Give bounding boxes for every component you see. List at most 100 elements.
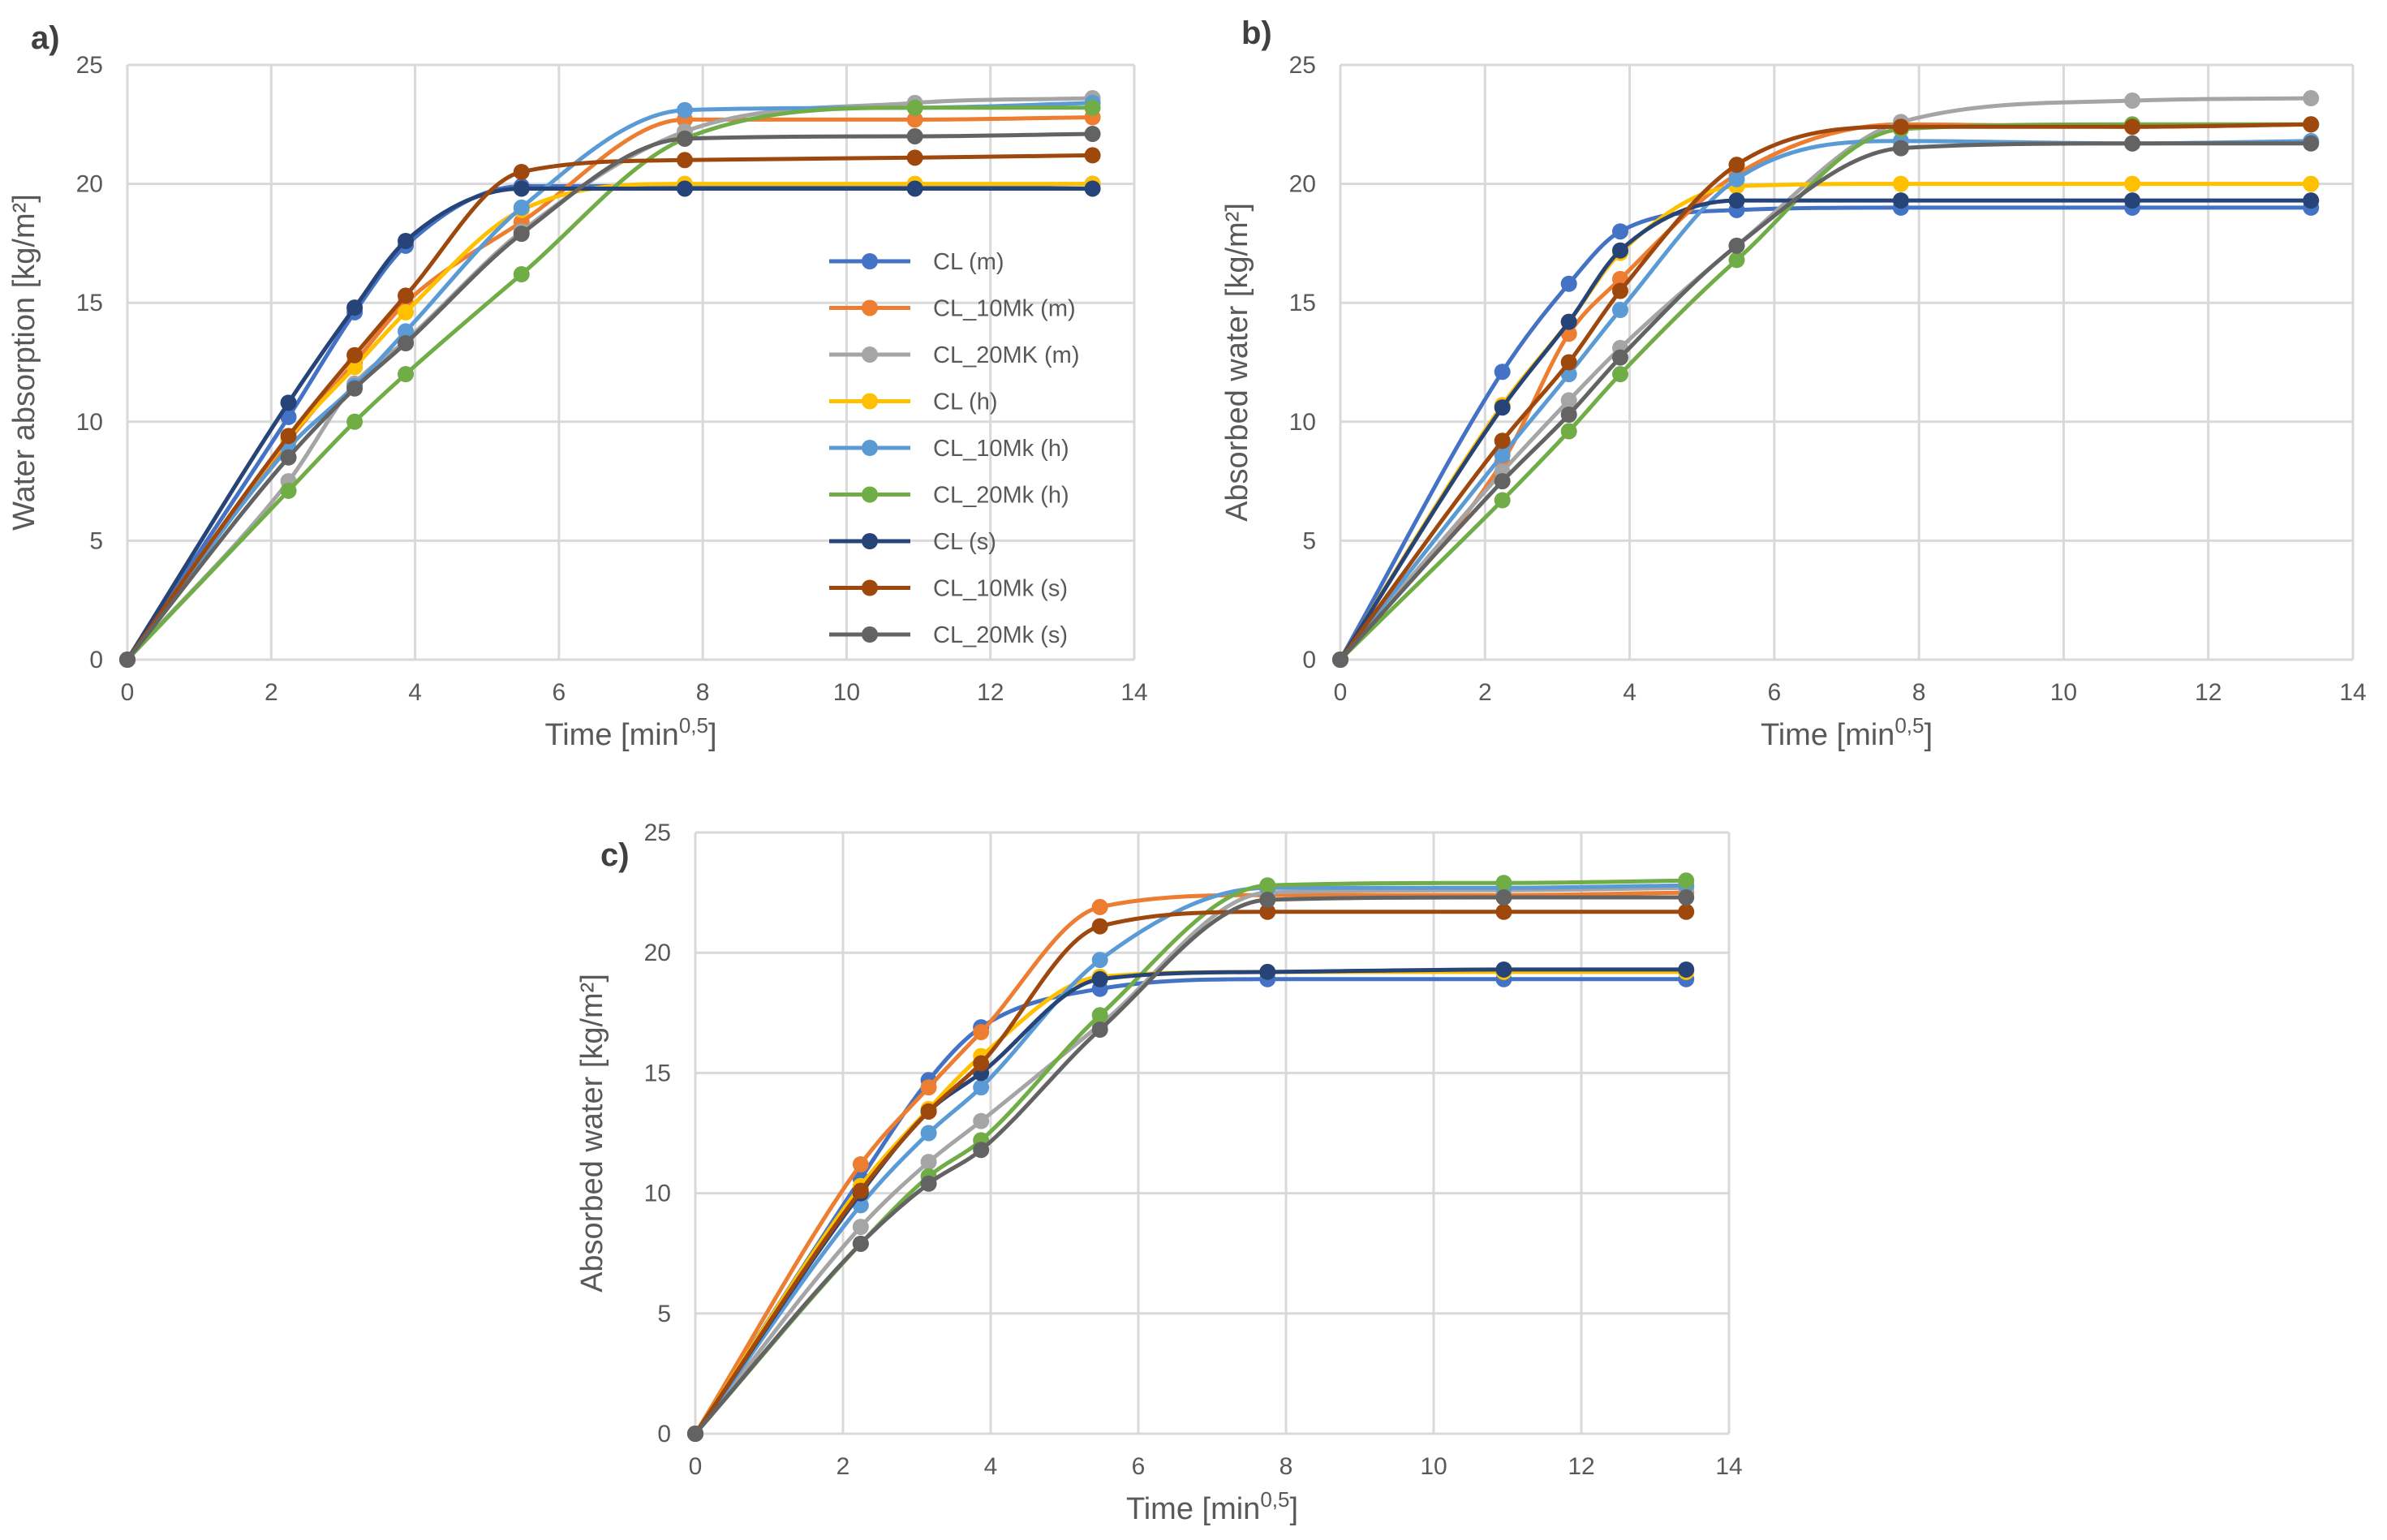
legend-label: CL_20Mk (s): [933, 622, 1068, 648]
data-point: [2303, 175, 2320, 192]
data-point: [2124, 118, 2141, 136]
data-point: [346, 380, 363, 397]
data-point: [1560, 354, 1577, 371]
legend-label: CL (h): [933, 389, 998, 415]
data-point: [1560, 423, 1577, 440]
data-point: [920, 1125, 937, 1142]
legend-marker: [862, 626, 878, 643]
data-point: [1678, 872, 1695, 889]
data-point: [906, 99, 923, 116]
data-point: [1560, 275, 1577, 292]
legend-label: CL_10Mk (m): [933, 296, 1076, 322]
data-point: [676, 130, 693, 147]
data-point: [973, 1112, 990, 1129]
data-point: [852, 1156, 869, 1173]
data-point: [1611, 223, 1628, 240]
data-point: [1084, 99, 1101, 116]
series-1: [687, 970, 1695, 1442]
chart-panel-3: 0 2 4 6 8 10 12 14 0 5 10 15 20 25 Time [min0,5] Absorb…: [575, 819, 1743, 1526]
series-9: [1332, 135, 2320, 668]
legend-label: CL_20Mk (h): [933, 483, 1069, 509]
data-point: [398, 287, 415, 304]
data-point: [280, 449, 297, 466]
x-axis-title: Time [min0,5]: [1126, 1487, 1298, 1526]
data-point: [1560, 407, 1577, 424]
y-tick-label: 5: [89, 527, 103, 554]
legend-item: CL_10Mk (h): [829, 436, 1069, 462]
data-point: [1259, 903, 1276, 920]
legend: CL (m) CL_10Mk (m) CL_20MK (m) CL (h) CL_10M…: [829, 249, 1080, 648]
data-point: [1494, 432, 1511, 450]
data-point: [973, 1055, 990, 1072]
data-point: [906, 127, 923, 144]
data-point: [119, 652, 135, 668]
data-point: [1495, 903, 1512, 920]
data-point: [906, 149, 923, 166]
data-point: [973, 1024, 990, 1041]
y-tick-label: 15: [644, 1060, 671, 1086]
y-tick-label: 10: [644, 1181, 671, 1207]
data-point: [1560, 313, 1577, 330]
chart-panel-1: 0 2 4 6 8 10 12 14 0 5 10 15 20 25 Time [min0,5] Water …: [7, 20, 1148, 752]
data-point: [2303, 192, 2320, 209]
series-7: [687, 961, 1695, 1442]
panel-label: c): [600, 837, 630, 873]
data-point: [513, 163, 530, 180]
series-8: [119, 147, 1101, 668]
legend-item: CL (h): [829, 389, 998, 415]
data-point: [1259, 963, 1276, 980]
data-point: [687, 1426, 703, 1442]
x-tick-label: 14: [2339, 679, 2366, 706]
data-point: [1728, 170, 1745, 187]
legend-item: CL_20Mk (h): [829, 483, 1069, 509]
legend-item: CL_20Mk (s): [829, 622, 1068, 648]
legend-marker: [862, 253, 878, 269]
y-tick-label: 15: [76, 290, 103, 316]
data-point: [1494, 399, 1511, 416]
data-point: [1892, 118, 1909, 136]
data-point: [2124, 192, 2141, 209]
x-tick-label: 14: [1120, 679, 1147, 706]
data-point: [1678, 903, 1695, 920]
x-tick-label: 10: [833, 679, 860, 706]
data-point: [920, 1175, 937, 1192]
data-point: [398, 303, 415, 320]
y-tick-label: 25: [76, 52, 103, 79]
data-point: [1494, 492, 1511, 509]
data-point: [906, 180, 923, 197]
data-point: [1084, 126, 1101, 143]
data-point: [1084, 147, 1101, 164]
data-point: [852, 1219, 869, 1236]
y-axis-title: Water absorption [kg/m²]: [7, 194, 41, 531]
data-point: [1611, 242, 1628, 259]
data-point: [920, 1154, 937, 1171]
data-point: [1892, 140, 1909, 157]
series-9: [119, 126, 1101, 668]
data-point: [676, 152, 693, 169]
data-point: [1091, 952, 1108, 969]
data-point: [1091, 1022, 1108, 1039]
data-point: [280, 408, 297, 425]
legend-label: CL_10Mk (s): [933, 576, 1068, 602]
x-tick-label: 4: [984, 1453, 998, 1480]
x-tick-label: 0: [121, 679, 135, 706]
data-point: [852, 1182, 869, 1199]
x-tick-label: 12: [977, 679, 1004, 706]
x-tick-label: 8: [1912, 679, 1926, 706]
data-point: [1091, 1007, 1108, 1024]
y-tick-label: 5: [657, 1301, 671, 1327]
data-point: [1728, 252, 1745, 269]
data-point: [1560, 392, 1577, 409]
data-point: [513, 180, 530, 197]
y-tick-label: 10: [76, 409, 103, 436]
series-7: [1332, 192, 2320, 668]
x-tick-label: 6: [553, 679, 566, 706]
data-point: [398, 366, 415, 383]
data-point: [1259, 877, 1276, 894]
series-7: [119, 180, 1101, 668]
data-point: [676, 180, 693, 197]
data-point: [1259, 891, 1276, 908]
data-point: [920, 1079, 937, 1096]
panel-label: a): [31, 20, 60, 56]
